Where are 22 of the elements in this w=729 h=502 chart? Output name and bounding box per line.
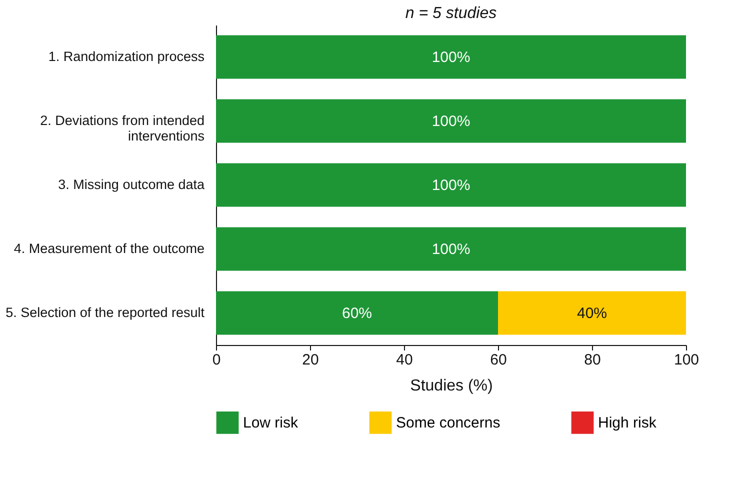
y-tick-label: 3. Missing outcome data bbox=[58, 177, 205, 192]
x-tick-label: 60 bbox=[490, 352, 507, 368]
x-tick-label: 20 bbox=[302, 352, 319, 368]
x-axis-title: Studies (%) bbox=[410, 378, 493, 394]
y-tick-label: 4. Measurement of the outcome bbox=[14, 241, 204, 256]
legend-label: Low risk bbox=[243, 414, 299, 432]
y-tick-label: 1. Randomization process bbox=[48, 49, 205, 64]
data-label: 100% bbox=[432, 49, 470, 66]
data-label: 100% bbox=[432, 241, 470, 258]
data-label: 100% bbox=[432, 177, 470, 194]
x-tick-label: 80 bbox=[584, 352, 601, 368]
y-tick-label: 2. Deviations from intended interventions bbox=[40, 113, 205, 144]
x-tick-label: 0 bbox=[212, 352, 221, 368]
x-tick-label: 100 bbox=[674, 352, 700, 368]
x-tick-label: 40 bbox=[396, 352, 413, 368]
data-label: 60% bbox=[342, 305, 372, 322]
data-label: 40% bbox=[576, 305, 608, 322]
legend-label: High risk bbox=[598, 414, 657, 432]
legend-label: Some concerns bbox=[396, 414, 500, 432]
data-label: 100% bbox=[432, 113, 470, 130]
chart-title: n = 5 studies bbox=[405, 5, 497, 22]
y-tick-label: 5. Selection of the reported result bbox=[6, 305, 205, 320]
